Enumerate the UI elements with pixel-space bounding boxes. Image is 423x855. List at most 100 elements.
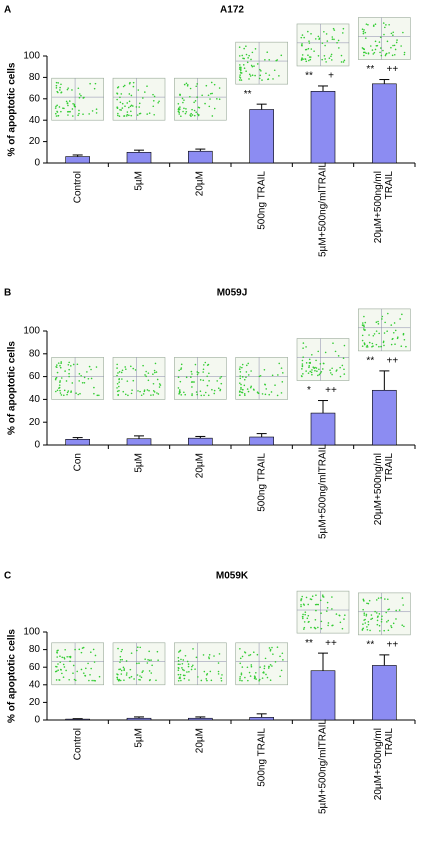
thumbnail-dot: [95, 108, 98, 110]
thumbnail-dot: [239, 375, 242, 377]
thumbnail-dot: [196, 83, 198, 85]
thumbnail-dot: [123, 668, 126, 670]
thumbnail-dot: [342, 357, 345, 360]
thumbnail-dot: [380, 345, 382, 348]
thumbnail-dot: [179, 380, 182, 383]
y-tick-label: 40: [29, 394, 41, 405]
thumbnail-dot: [59, 392, 62, 394]
thumbnail-dot: [405, 345, 407, 348]
thumbnail-dot: [270, 391, 273, 393]
thumbnail-dot: [74, 648, 76, 651]
thumbnail-dot: [208, 372, 210, 375]
thumbnail-dot: [257, 392, 259, 394]
thumbnail-dot: [367, 24, 369, 26]
thumbnail-dot: [327, 622, 330, 624]
thumbnail-dot: [382, 341, 385, 344]
thumbnail-dot: [221, 674, 223, 676]
thumbnail-dot: [130, 94, 133, 97]
thumbnail-dot: [129, 81, 131, 84]
cytometry-thumbnail: [296, 338, 350, 381]
thumbnail-dot: [56, 104, 58, 107]
thumbnail-dot: [218, 653, 221, 655]
thumbnail-dot: [327, 624, 329, 627]
thumbnail-dot: [375, 44, 378, 47]
thumbnail-dot: [247, 374, 250, 376]
thumbnail-dot: [244, 676, 246, 679]
thumbnail-dot: [332, 342, 334, 344]
thumbnail-dot: [116, 390, 119, 393]
thumbnail-dot: [120, 109, 122, 111]
thumbnail-dot: [258, 77, 261, 80]
thumbnail-dot: [148, 650, 150, 653]
thumbnail-dot: [245, 371, 248, 373]
thumbnail-dot: [343, 373, 346, 375]
thumbnail-dot: [375, 321, 378, 324]
thumbnail-dot: [308, 358, 311, 361]
thumbnail-dot: [390, 343, 393, 346]
thumbnail-dot: [373, 51, 376, 54]
thumbnail-dot: [136, 649, 138, 652]
thumbnail-dot: [205, 674, 208, 676]
thumbnail-dot: [56, 90, 59, 93]
thumbnail-dot: [90, 377, 93, 380]
thumbnail-dot: [379, 36, 382, 39]
thumbnail-dot: [245, 376, 247, 379]
thumbnail-dot: [147, 379, 150, 382]
thumbnail-dot: [364, 329, 366, 331]
thumbnail-dot: [220, 679, 223, 682]
thumbnail-dot: [386, 40, 389, 43]
thumbnail-dot: [383, 33, 385, 36]
thumbnail-dot: [59, 86, 61, 89]
thumbnail-dot: [159, 384, 162, 386]
thumbnail-dot: [271, 374, 274, 377]
thumbnail-dot: [136, 662, 138, 665]
thumbnail-dot: [278, 75, 280, 77]
thumbnail-dot: [122, 390, 125, 393]
thumbnail-dot: [395, 609, 397, 612]
thumbnail-dot: [380, 54, 383, 57]
x-tick-label: 20µM+500ng/ml TRAIL: [373, 728, 396, 801]
thumbnail-dot: [183, 107, 185, 110]
thumbnail-dot: [204, 361, 207, 364]
thumbnail-dot: [137, 390, 139, 392]
thumbnail-dot: [363, 29, 365, 31]
thumbnail-dot: [382, 22, 385, 24]
thumbnail-dot: [207, 394, 210, 397]
thumbnail-dot: [403, 53, 406, 56]
thumbnail-dot: [117, 86, 120, 88]
bar: [310, 412, 336, 446]
thumbnail-dot: [196, 393, 198, 396]
thumbnail-dot: [123, 669, 125, 671]
thumbnail-dot: [139, 390, 141, 393]
thumbnail-dot: [403, 625, 405, 628]
thumbnail-dot: [339, 621, 342, 624]
thumbnail-dot: [315, 594, 317, 597]
thumbnail-dot: [302, 342, 305, 344]
thumbnail-dot: [280, 367, 283, 369]
thumbnail-dot: [60, 669, 62, 671]
thumbnail-dot: [239, 377, 242, 380]
thumbnail-dot: [365, 615, 368, 617]
thumbnail-dot: [70, 391, 72, 393]
thumbnail-dot: [78, 648, 81, 651]
thumbnail-dot: [180, 679, 182, 682]
panel-label: C: [4, 571, 11, 582]
thumbnail-dot: [388, 52, 390, 54]
thumbnail-dot: [123, 679, 125, 681]
thumbnail-dot: [59, 366, 62, 369]
thumbnail-dot: [183, 83, 186, 86]
thumbnail-dot: [123, 115, 126, 117]
thumbnail-dot: [401, 624, 404, 626]
thumbnail-dot: [193, 114, 196, 117]
thumbnail-dot: [197, 371, 200, 374]
thumbnail-dot: [311, 369, 313, 371]
thumbnail-dot: [330, 55, 332, 58]
thumbnail-dot: [158, 100, 160, 103]
thumbnail-dot: [186, 660, 189, 663]
thumbnail-dot: [60, 362, 62, 365]
thumbnail-dot: [398, 609, 401, 611]
thumbnail-dot: [186, 671, 188, 673]
significance-mark: ++: [386, 64, 398, 75]
y-tick-label: 0: [34, 715, 40, 726]
panel-label: A: [4, 5, 11, 16]
